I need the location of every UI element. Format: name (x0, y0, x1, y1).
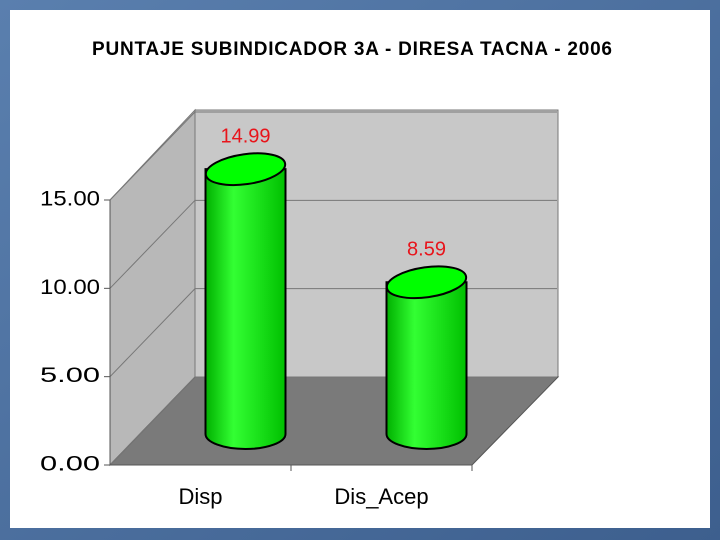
bar (204, 168, 287, 450)
bar-top (385, 265, 468, 300)
grid-line (109, 111, 557, 201)
x-tick-label: Disp (178, 484, 222, 509)
grid-line (109, 199, 557, 289)
y-tick-label: 10.00 (40, 276, 100, 299)
bar-top (204, 152, 287, 187)
y-tick-label: 5.00 (40, 364, 100, 387)
value-label: 8.59 (407, 239, 446, 261)
x-tick-label: Dis_Acep (334, 484, 428, 509)
bar (385, 281, 468, 450)
value-label: 14.99 (220, 125, 270, 147)
y-tick-label: 0.00 (40, 453, 100, 476)
chart-title: PUNTAJE SUBINDICADOR 3A - DIRESA TACNA -… (92, 39, 612, 60)
y-tick-label: 15.00 (40, 188, 100, 211)
